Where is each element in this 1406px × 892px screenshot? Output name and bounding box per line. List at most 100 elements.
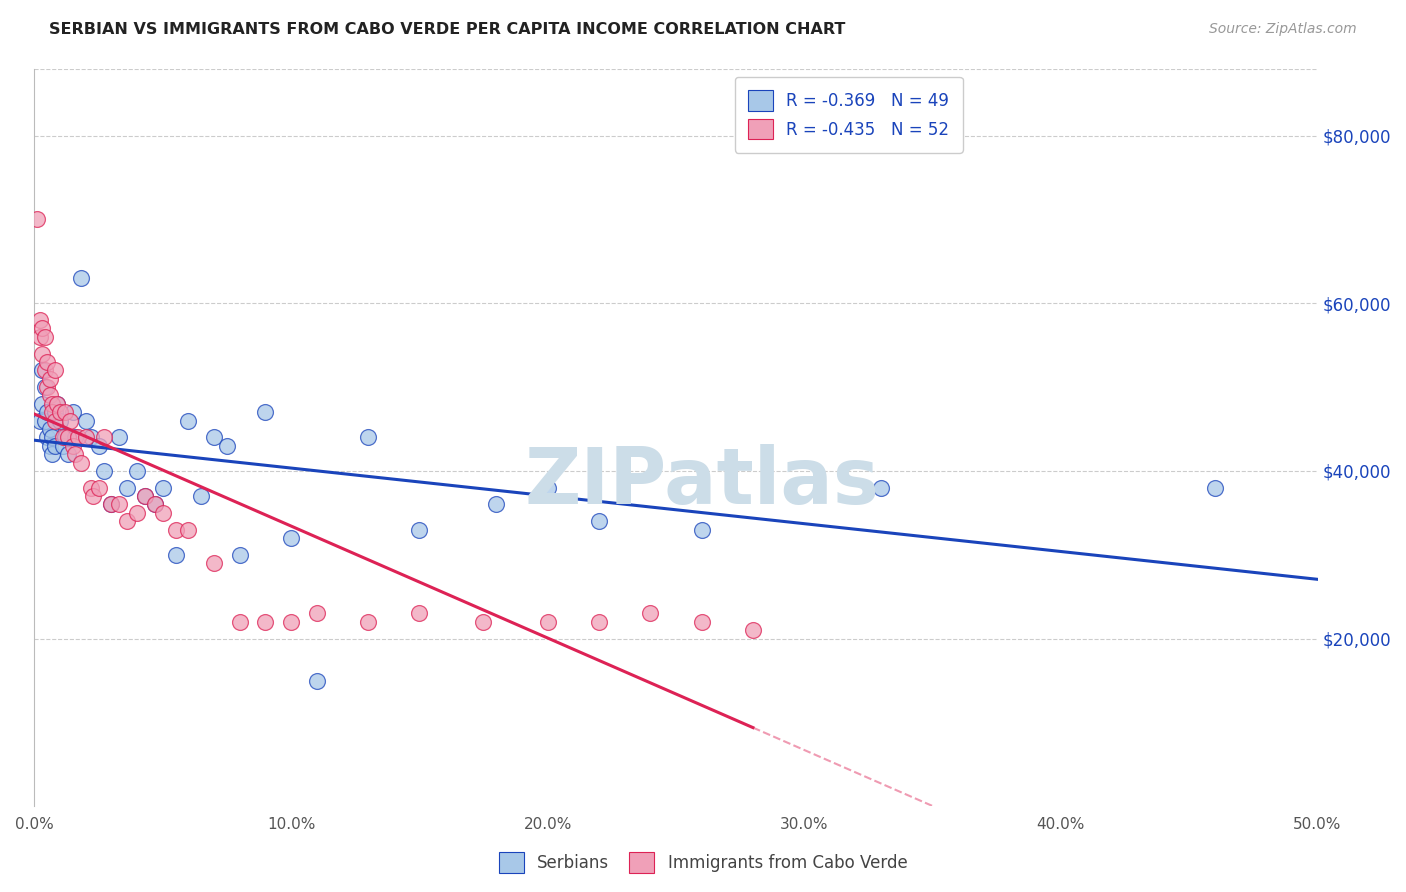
- Point: [75, 414, 97, 428]
- Point: [25, 212, 48, 227]
- Point: [190, 489, 212, 503]
- Legend: Serbians, Immigrants from Cabo Verde: Serbians, Immigrants from Cabo Verde: [492, 846, 914, 880]
- Point: [49, 414, 72, 428]
- Point: [134, 489, 156, 503]
- Point: [69, 456, 91, 470]
- Point: [228, 548, 250, 562]
- Point: [742, 624, 765, 638]
- Point: [152, 506, 174, 520]
- Point: [56, 430, 79, 444]
- Point: [38, 439, 60, 453]
- Point: [37, 430, 59, 444]
- Point: [75, 430, 97, 444]
- Point: [28, 330, 51, 344]
- Point: [100, 498, 122, 512]
- Point: [108, 498, 131, 512]
- Point: [46, 397, 69, 411]
- Point: [87, 439, 110, 453]
- Point: [165, 523, 187, 537]
- Point: [125, 464, 148, 478]
- Point: [65, 447, 87, 461]
- Point: [408, 523, 430, 537]
- Point: [34, 380, 56, 394]
- Point: [44, 414, 66, 428]
- Point: [108, 430, 131, 444]
- Point: [280, 615, 302, 629]
- Point: [152, 481, 174, 495]
- Point: [37, 380, 59, 394]
- Point: [44, 405, 66, 419]
- Point: [82, 489, 104, 503]
- Point: [49, 405, 72, 419]
- Point: [690, 523, 713, 537]
- Point: [69, 271, 91, 285]
- Text: ZIPatlas: ZIPatlas: [524, 443, 879, 520]
- Point: [41, 397, 63, 411]
- Point: [143, 498, 166, 512]
- Point: [41, 430, 63, 444]
- Point: [100, 498, 122, 512]
- Point: [115, 514, 138, 528]
- Point: [37, 355, 59, 369]
- Point: [165, 548, 187, 562]
- Text: Source: ZipAtlas.com: Source: ZipAtlas.com: [1209, 22, 1357, 37]
- Point: [115, 481, 138, 495]
- Point: [28, 313, 51, 327]
- Point: [202, 430, 225, 444]
- Point: [66, 430, 89, 444]
- Point: [93, 464, 115, 478]
- Point: [536, 615, 558, 629]
- Point: [472, 615, 495, 629]
- Text: SERBIAN VS IMMIGRANTS FROM CABO VERDE PER CAPITA INCOME CORRELATION CHART: SERBIAN VS IMMIGRANTS FROM CABO VERDE PE…: [49, 22, 845, 37]
- Point: [588, 615, 610, 629]
- Point: [305, 673, 328, 688]
- Point: [485, 498, 508, 512]
- Point: [34, 330, 56, 344]
- Point: [93, 430, 115, 444]
- Point: [53, 405, 76, 419]
- Point: [640, 607, 662, 621]
- Point: [280, 531, 302, 545]
- Point: [62, 439, 84, 453]
- Point: [62, 405, 84, 419]
- Point: [357, 615, 380, 629]
- Point: [536, 481, 558, 495]
- Point: [80, 481, 103, 495]
- Point: [41, 447, 63, 461]
- Point: [228, 615, 250, 629]
- Point: [65, 430, 87, 444]
- Point: [143, 498, 166, 512]
- Point: [38, 388, 60, 402]
- Point: [52, 439, 75, 453]
- Legend: R = -0.369   N = 49, R = -0.435   N = 52: R = -0.369 N = 49, R = -0.435 N = 52: [735, 77, 963, 153]
- Point: [31, 346, 53, 360]
- Point: [87, 481, 110, 495]
- Point: [408, 607, 430, 621]
- Point: [254, 405, 277, 419]
- Point: [28, 414, 51, 428]
- Point: [202, 556, 225, 570]
- Point: [44, 439, 66, 453]
- Point: [31, 397, 53, 411]
- Point: [215, 439, 238, 453]
- Point: [254, 615, 277, 629]
- Point: [1204, 481, 1226, 495]
- Point: [56, 447, 79, 461]
- Point: [52, 430, 75, 444]
- Point: [305, 607, 328, 621]
- Point: [59, 414, 82, 428]
- Point: [125, 506, 148, 520]
- Point: [34, 414, 56, 428]
- Point: [34, 363, 56, 377]
- Point: [38, 422, 60, 436]
- Point: [44, 363, 66, 377]
- Point: [870, 481, 893, 495]
- Point: [46, 397, 69, 411]
- Point: [31, 363, 53, 377]
- Point: [37, 405, 59, 419]
- Point: [177, 523, 200, 537]
- Point: [53, 430, 76, 444]
- Point: [588, 514, 610, 528]
- Point: [357, 430, 380, 444]
- Point: [38, 372, 60, 386]
